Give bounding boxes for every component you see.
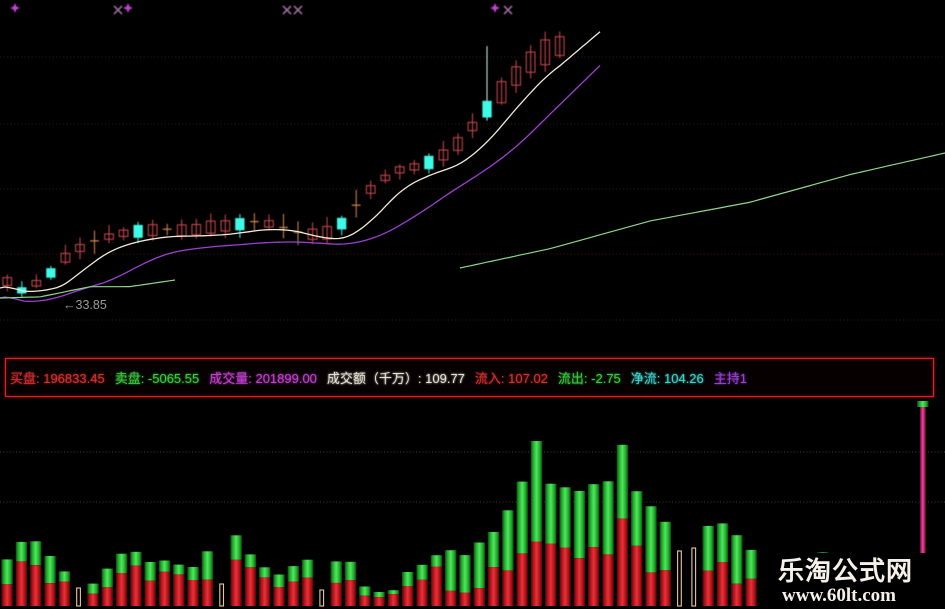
svg-text:←33.85: ←33.85	[63, 298, 107, 312]
